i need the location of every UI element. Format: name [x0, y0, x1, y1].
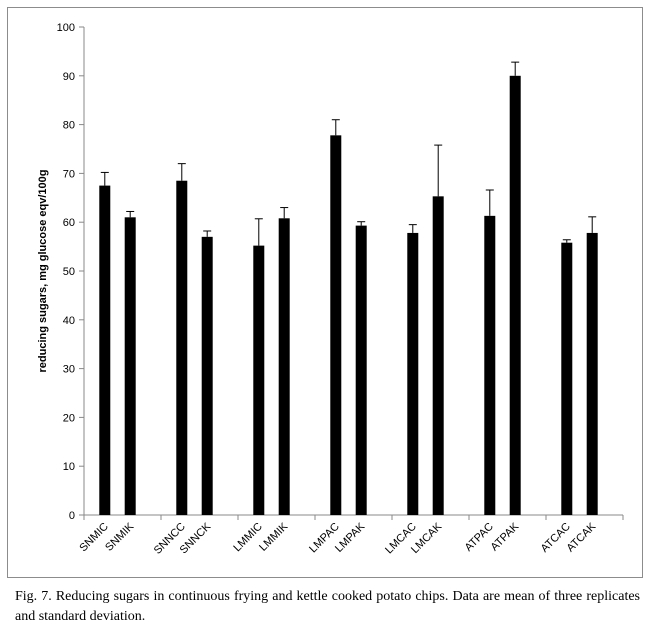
- axes: [79, 26, 624, 520]
- category-label: SNMIK: [103, 520, 137, 554]
- chart-frame: 0 10 20 30 40 50 60 70 80 90 100 SNMIC SNMIK SNNCC SNN…: [7, 7, 643, 578]
- bar: [201, 236, 213, 515]
- bar: [484, 215, 496, 515]
- bar: [355, 225, 367, 515]
- y-tick-label: 70: [63, 168, 75, 180]
- y-tick-label: 30: [63, 364, 75, 376]
- category-label: ATPAK: [488, 520, 521, 553]
- bar-marks: [99, 61, 598, 516]
- bar: [176, 180, 188, 515]
- category-label: ATPAC: [463, 521, 496, 554]
- bar: [124, 217, 136, 515]
- bar: [407, 232, 419, 515]
- y-axis-title: reducing sugars, mg glucose eqv/100g: [37, 170, 49, 373]
- bar: [561, 242, 573, 516]
- bar: [253, 245, 265, 515]
- y-tick-label: 80: [63, 120, 75, 132]
- y-tick-label: 100: [57, 22, 75, 34]
- category-label: LMMIK: [257, 520, 291, 554]
- bar: [586, 232, 598, 515]
- category-label: ATCAK: [564, 520, 598, 554]
- y-tick-label: 50: [63, 266, 75, 278]
- category-label: LMPAK: [333, 520, 368, 555]
- y-tick-label: 90: [63, 71, 75, 83]
- bar: [432, 196, 444, 515]
- bar: [509, 75, 521, 516]
- y-tick-label: 20: [63, 412, 75, 424]
- bar: [99, 185, 111, 515]
- y-tick-label: 10: [63, 461, 75, 473]
- bar: [330, 135, 342, 515]
- bar: [278, 218, 290, 515]
- figure-caption: Fig. 7. Reducing sugars in continuous fr…: [15, 589, 640, 624]
- y-tick-label: 60: [63, 217, 75, 229]
- y-tick-label: 40: [63, 315, 75, 327]
- y-tick-label: 0: [69, 510, 75, 522]
